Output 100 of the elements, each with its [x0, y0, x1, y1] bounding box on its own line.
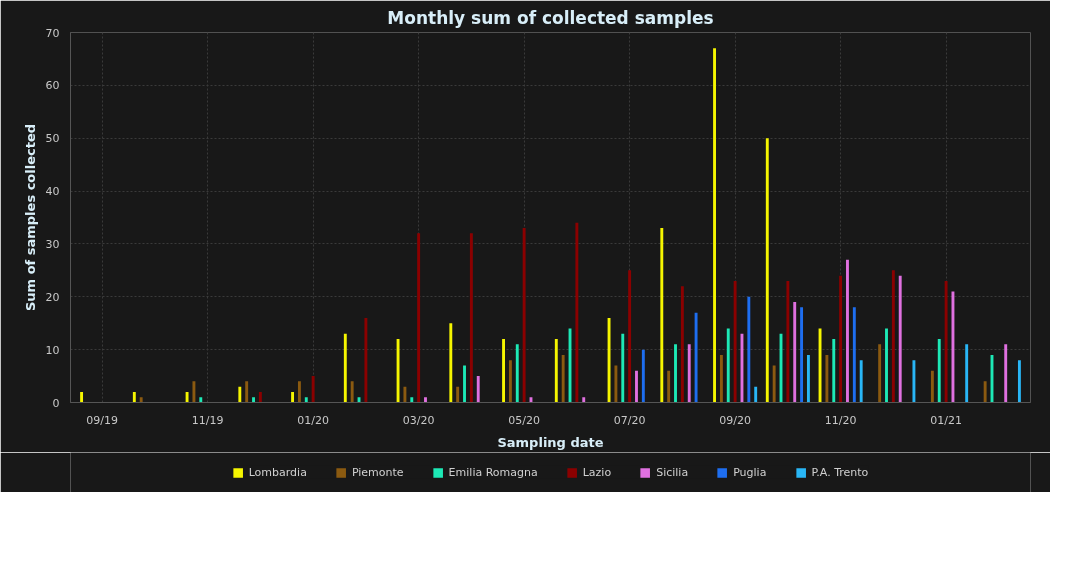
bar	[238, 386, 242, 403]
bar	[965, 344, 969, 403]
legend-label: Sicilia	[656, 465, 689, 479]
bar	[878, 344, 882, 403]
bar	[747, 296, 751, 403]
legend-label: Lombardia	[248, 465, 307, 479]
bar	[575, 222, 579, 403]
legend-label: Piemonte	[351, 465, 404, 479]
bar	[859, 360, 863, 403]
bar	[674, 344, 677, 403]
bar	[502, 339, 506, 403]
bar	[291, 391, 295, 403]
bar	[839, 275, 843, 403]
bar	[793, 302, 797, 403]
legend-label: Lazio	[582, 465, 612, 479]
bar	[463, 365, 466, 403]
chart-title: Monthly sum of collected samples	[387, 7, 714, 28]
bar	[252, 397, 255, 403]
bar	[410, 397, 414, 403]
y-tick-label: 70	[45, 26, 60, 40]
bar	[628, 270, 632, 403]
bar	[199, 397, 203, 403]
bar	[621, 333, 625, 403]
bar	[515, 344, 519, 403]
bar	[554, 339, 558, 403]
legend-label: Emilia Romagna	[448, 465, 538, 479]
bar	[582, 397, 586, 403]
bar	[930, 370, 934, 403]
bar	[786, 280, 790, 403]
x-tick-label: 11/20	[824, 413, 857, 427]
x-tick-label: 09/20	[719, 413, 751, 427]
bar	[667, 370, 671, 403]
bar	[396, 339, 400, 403]
bar	[937, 339, 941, 403]
x-tick-label: 03/20	[402, 413, 435, 427]
bar	[311, 376, 315, 403]
x-tick-label: 01/21	[930, 413, 962, 427]
bar	[800, 307, 804, 403]
y-tick-label: 30	[45, 237, 60, 251]
bar	[364, 317, 368, 403]
bar	[139, 397, 143, 403]
x-axis-title: Sampling date	[497, 434, 604, 450]
y-tick-label: 20	[45, 290, 60, 304]
bar	[885, 328, 888, 403]
x-tick-label: 09/19	[86, 413, 118, 427]
bar	[726, 328, 730, 403]
legend-label: P.A. Trento	[811, 465, 869, 479]
bar	[660, 228, 664, 403]
y-tick-label: 0	[52, 396, 60, 410]
bar	[343, 333, 347, 403]
y-tick-label: 60	[45, 79, 60, 93]
bar	[561, 354, 565, 403]
bar	[983, 381, 987, 403]
bar	[825, 354, 829, 403]
bar	[350, 381, 354, 403]
x-tick-label: 05/20	[508, 413, 540, 427]
bar	[832, 339, 836, 403]
bar	[469, 233, 473, 403]
y-tick-label: 50	[45, 132, 60, 146]
x-tick-label: 07/20	[613, 413, 646, 427]
bar	[852, 307, 856, 403]
bar	[944, 280, 948, 403]
bar	[80, 391, 84, 403]
bar	[258, 391, 262, 403]
bar	[754, 386, 758, 403]
bar	[891, 270, 895, 403]
x-tick-label: 11/19	[191, 413, 224, 427]
bar	[713, 48, 716, 403]
bar	[1017, 360, 1021, 403]
bar	[449, 323, 453, 403]
y-tick-label: 10	[45, 343, 60, 357]
bar	[733, 280, 737, 403]
bar	[185, 391, 189, 403]
bar	[522, 228, 526, 403]
bar	[1004, 344, 1008, 403]
bar	[297, 381, 301, 403]
bar	[424, 397, 427, 403]
bar	[694, 312, 698, 403]
bar	[635, 370, 638, 403]
bar	[765, 138, 769, 403]
bar	[192, 381, 196, 403]
bar	[417, 233, 421, 403]
x-tick-label: 01/20	[297, 413, 329, 427]
bar	[719, 354, 723, 403]
bar	[806, 354, 810, 403]
bar	[403, 386, 407, 403]
bar	[456, 386, 460, 403]
bar	[687, 344, 691, 403]
bar	[898, 275, 902, 403]
bar	[614, 365, 618, 403]
bar	[641, 349, 645, 403]
bar	[132, 391, 136, 403]
bar	[680, 286, 684, 403]
bar	[245, 381, 249, 403]
bar	[476, 376, 480, 403]
y-tick-label: 40	[45, 185, 60, 199]
bar	[508, 360, 512, 403]
bar	[607, 317, 611, 403]
bar	[912, 360, 916, 403]
legend-label: Puglia	[733, 465, 767, 479]
